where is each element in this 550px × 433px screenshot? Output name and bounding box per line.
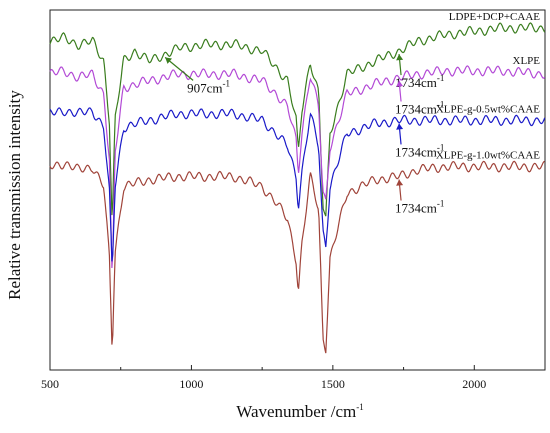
annotation-arrowhead-5: [396, 179, 404, 186]
x-ticks: 500 1000 1500 2000: [41, 365, 486, 391]
series-label-3: XLPE-g-0.5wt%CAAE: [436, 103, 540, 115]
y-axis-title: Relative transmission intensity: [5, 90, 24, 300]
annotation-label-1: 907cm-1: [187, 78, 230, 95]
x-axis-title: Wavenumber /cm-1: [236, 402, 363, 421]
series-label-4: XLPE-g-1.0wt%CAAE: [436, 150, 540, 162]
annotation-label-5: 1734cm-1: [395, 199, 444, 216]
x-tick-label-1000: 1000: [179, 377, 203, 391]
plot-frame: [49, 9, 546, 371]
series-line-2: [49, 65, 546, 269]
annotation-arrowhead-3: [396, 80, 404, 87]
series-label-2: XLPE: [513, 55, 541, 67]
annotation-arrowhead-2: [396, 54, 404, 61]
x-tick-label-1500: 1500: [321, 377, 345, 391]
series-labels: LDPE+DCP+CAAE XLPE XLPE-g-0.5wt%CAAE XLPE-g…: [436, 11, 540, 162]
series-layer: [49, 22, 546, 354]
annotation-label-3: 1734cm-1: [395, 100, 444, 117]
annotations: 907cm-1 1734cm-1 1734cm-1 1734cm-1 1734cm-1: [164, 54, 444, 216]
annotation-label-2: 1734cm-1: [395, 73, 444, 90]
annotation-arrow-1: [164, 56, 194, 81]
series-line-3: [49, 107, 546, 262]
annotation-arrowhead-1: [165, 57, 172, 64]
x-tick-label-2000: 2000: [462, 377, 486, 391]
x-tick-label-500: 500: [41, 377, 59, 391]
annotation-label-4: 1734cm-1: [395, 142, 444, 159]
annotation-arrowhead-4: [396, 123, 404, 130]
series-line-4: [49, 160, 545, 354]
series-line-1: [49, 22, 546, 217]
series-label-1: LDPE+DCP+CAAE: [449, 11, 541, 23]
